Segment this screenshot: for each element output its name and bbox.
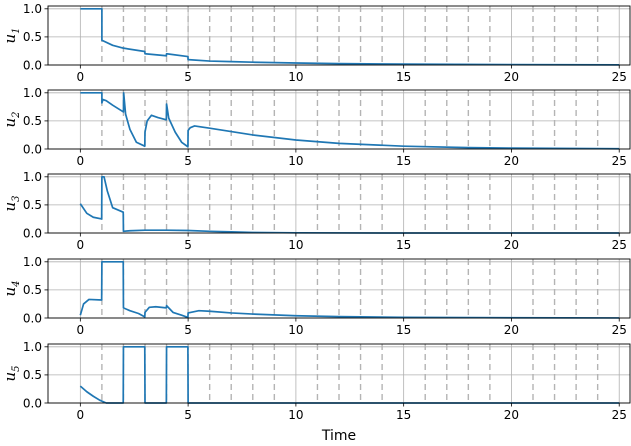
y-axis-label-subscript: 4 xyxy=(11,280,22,287)
series-line-u2 xyxy=(80,91,620,150)
x-tick-label: 10 xyxy=(288,408,303,422)
y-axis-label-main: u xyxy=(1,34,19,44)
y-axis-label: u3 xyxy=(1,195,22,211)
x-tick-label: 5 xyxy=(184,238,192,252)
y-axis-label: u5 xyxy=(1,365,22,381)
x-tick-label: 5 xyxy=(184,323,192,337)
x-tick-label: 15 xyxy=(396,323,411,337)
series-line-u5 xyxy=(79,345,620,404)
subplot-u3: 0 5 10 15 20 250.00.51.0u3 xyxy=(1,170,631,252)
y-axis-label: u1 xyxy=(1,27,22,43)
y-axis-label-subscript: 3 xyxy=(11,195,22,201)
x-tick-label: 15 xyxy=(396,238,411,252)
x-tick-label: 25 xyxy=(612,323,627,337)
series-line-u1 xyxy=(80,7,620,66)
x-tick-label: 10 xyxy=(288,154,303,168)
x-tick-label: 25 xyxy=(612,408,627,422)
y-tick-label: 0.0 xyxy=(23,311,42,325)
y-tick-label: 0.5 xyxy=(23,114,42,128)
x-tick-label: 5 xyxy=(184,70,192,84)
subplot-u5: 0 5 10 15 20 250.00.51.0u5 xyxy=(1,340,631,422)
axes-frame xyxy=(47,343,631,404)
y-axis-label: u4 xyxy=(1,280,22,296)
y-axis-label-subscript: 2 xyxy=(11,111,22,118)
x-tick-label: 15 xyxy=(396,154,411,168)
y-tick-label: 1.0 xyxy=(23,340,42,354)
x-tick-label: 10 xyxy=(288,70,303,84)
y-axis-label-subscript: 5 xyxy=(11,365,22,371)
series-line-u4 xyxy=(79,260,620,319)
subplot-u2: 0 5 10 15 20 250.00.51.0u2 xyxy=(1,86,631,168)
x-tick-label: 15 xyxy=(396,408,411,422)
y-tick-label: 0.0 xyxy=(23,396,42,410)
x-tick-label: 10 xyxy=(288,323,303,337)
x-tick-label: 0 xyxy=(77,323,85,337)
y-axis-label: u2 xyxy=(1,111,22,127)
y-axis-label-subscript: 1 xyxy=(11,27,22,33)
x-tick-label: 20 xyxy=(504,70,519,84)
x-tick-label: 10 xyxy=(288,238,303,252)
x-tick-label: 25 xyxy=(612,154,627,168)
y-axis-label-main: u xyxy=(1,287,19,297)
x-tick-label: 0 xyxy=(77,154,85,168)
y-tick-label: 0.5 xyxy=(23,368,42,382)
y-tick-label: 0.5 xyxy=(23,198,42,212)
subplot-u1: 0 5 10 15 20 250.00.51.0u1 xyxy=(1,2,631,84)
y-tick-label: 1.0 xyxy=(23,170,42,184)
axes-frame xyxy=(47,258,631,319)
y-tick-label: 0.0 xyxy=(23,142,42,156)
x-tick-label: 25 xyxy=(612,70,627,84)
x-tick-label: 15 xyxy=(396,70,411,84)
y-tick-label: 0.0 xyxy=(23,226,42,240)
y-tick-label: 1.0 xyxy=(23,255,42,269)
x-tick-label: 25 xyxy=(612,238,627,252)
x-tick-label: 0 xyxy=(77,408,85,422)
axes-frame xyxy=(47,89,631,150)
y-tick-label: 1.0 xyxy=(23,86,42,100)
y-axis-label-main: u xyxy=(1,118,19,128)
x-tick-label: 20 xyxy=(504,154,519,168)
y-tick-label: 0.5 xyxy=(23,30,42,44)
x-tick-label: 5 xyxy=(184,154,192,168)
x-tick-label: 0 xyxy=(77,238,85,252)
y-tick-label: 1.0 xyxy=(23,2,42,16)
x-tick-label: 20 xyxy=(504,408,519,422)
y-axis-label-main: u xyxy=(1,372,19,382)
axes-frame xyxy=(47,173,631,234)
y-tick-label: 0.5 xyxy=(23,283,42,297)
y-tick-label: 0.0 xyxy=(23,58,42,72)
x-tick-label: 20 xyxy=(504,323,519,337)
axes-frame xyxy=(47,5,631,66)
x-tick-label: 0 xyxy=(77,70,85,84)
x-tick-label: 5 xyxy=(184,408,192,422)
x-axis-label: Time xyxy=(321,428,356,444)
subplot-u4: 0 5 10 15 20 250.00.51.0u4 xyxy=(1,255,631,337)
x-tick-label: 20 xyxy=(504,238,519,252)
y-axis-label-main: u xyxy=(1,202,19,212)
